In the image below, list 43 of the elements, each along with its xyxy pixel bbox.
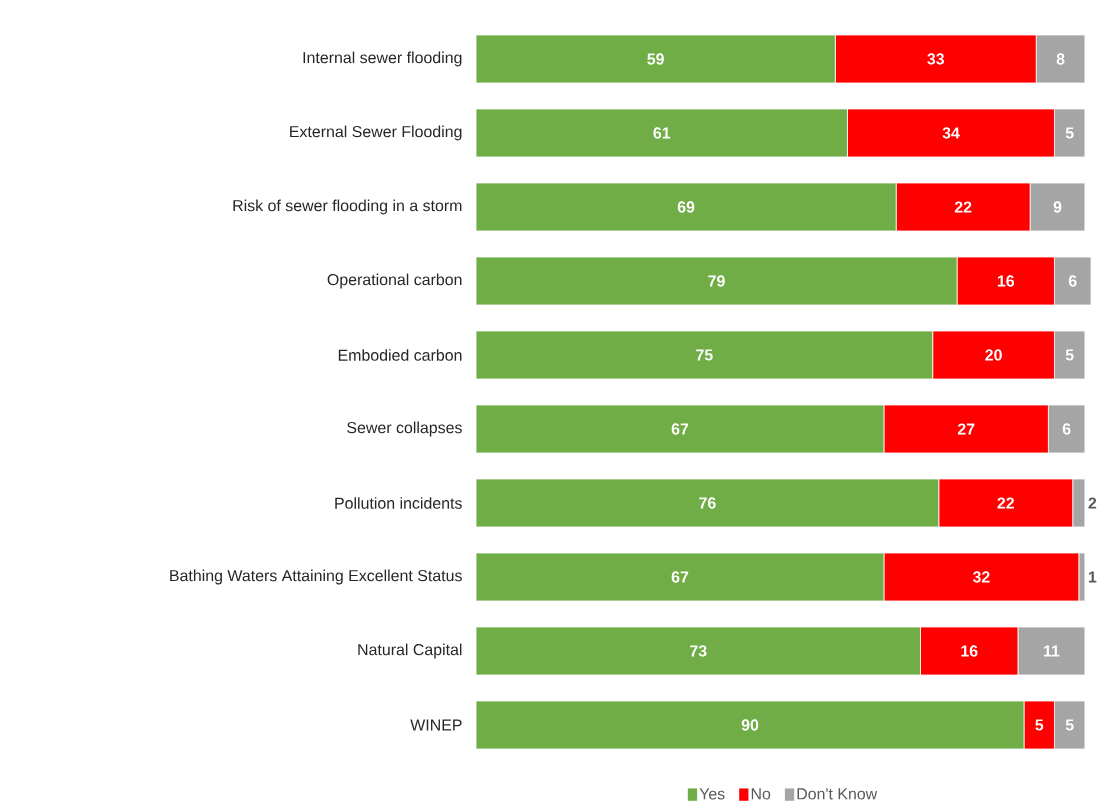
data-label: 33 [927, 53, 945, 65]
y-tick-label: Embodied carbon [338, 349, 462, 361]
data-label: 34 [942, 127, 960, 139]
y-tick-label: External Sewer Flooding [290, 125, 462, 141]
legend-label: Don't Know [797, 788, 878, 800]
data-label: 32 [972, 571, 990, 583]
legend-label: Yes [699, 788, 725, 800]
data-label: 6 [1068, 275, 1077, 287]
legend-label: No [751, 788, 771, 800]
data-label: 5 [1065, 719, 1074, 731]
y-tick-label: Internal sewer flooding [303, 51, 462, 67]
data-label: 16 [961, 645, 978, 657]
y-tick-label: WINEP [410, 719, 462, 731]
data-label: 16 [997, 275, 1015, 287]
data-label: 22 [997, 497, 1014, 509]
data-label: 67 [671, 571, 689, 583]
data-label: 61 [653, 127, 671, 139]
data-label: 76 [699, 497, 716, 509]
data-label: 11 [1044, 645, 1060, 657]
data-label: 75 [696, 349, 713, 361]
data-label: 9 [1053, 201, 1062, 213]
y-tick-label: Operational carbon [327, 273, 462, 289]
y-tick-label: Bathing Waters Attaining Excellent Status [170, 569, 462, 585]
y-tick-label: Risk of sewer flooding in a storm [233, 199, 462, 215]
data-label: 90 [741, 719, 759, 731]
data-label: 67 [671, 423, 689, 435]
data-label: 5 [1035, 719, 1044, 731]
data-label: 27 [957, 423, 975, 435]
data-label: 2 [1088, 497, 1097, 509]
y-tick-label: Natural Capital [358, 643, 462, 659]
data-label: 1 [1088, 571, 1097, 583]
data-label: 5 [1065, 349, 1074, 361]
data-label: 22 [954, 201, 972, 213]
data-label: 5 [1065, 127, 1074, 139]
data-label: 20 [985, 349, 1002, 361]
y-tick-label: Sewer collapses [347, 421, 462, 437]
y-tick-label: Pollution incidents [335, 497, 462, 509]
data-label: 6 [1062, 423, 1071, 435]
data-label: 8 [1056, 53, 1065, 65]
data-label: 79 [708, 275, 725, 287]
data-label: 69 [677, 201, 695, 213]
data-label: 73 [690, 645, 707, 657]
data-label: 59 [647, 53, 664, 65]
